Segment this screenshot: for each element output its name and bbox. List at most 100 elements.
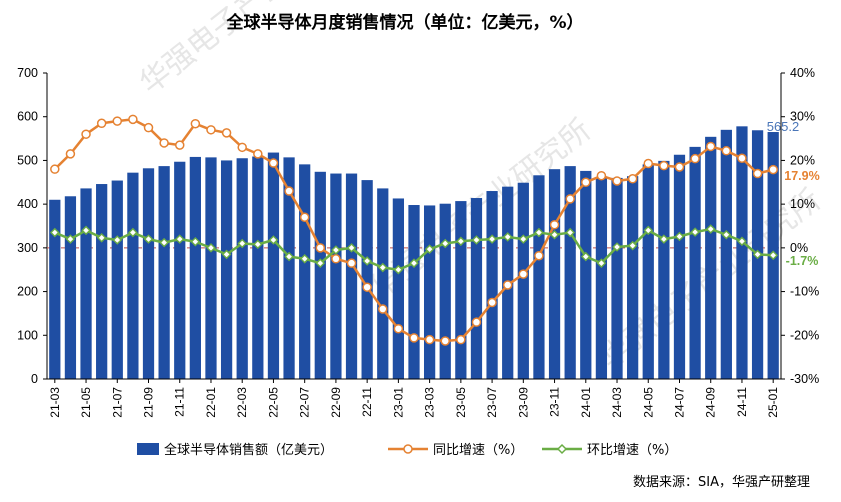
legend: 全球半导体销售额（亿美元） 同比增速（%） 环比增速（%）: [137, 442, 677, 458]
yoy-point: [471, 317, 482, 327]
sales-bar: [720, 129, 732, 379]
x-tick-label: 24-01: [579, 387, 593, 418]
yoy-point: [612, 176, 622, 186]
sales-bar: [49, 199, 61, 379]
sales-bars: [49, 126, 779, 380]
mom-point: [284, 251, 294, 262]
last-bar-label: 565.2: [767, 119, 800, 134]
sales-bar: [267, 152, 280, 379]
yoy-point: [50, 164, 60, 174]
yoy-point: [502, 280, 513, 290]
sales-bar: [80, 188, 92, 379]
mom-point: [456, 236, 466, 247]
x-tick-label: 21-11: [173, 387, 187, 417]
sales-bar: [111, 180, 123, 379]
mom-point: [315, 258, 326, 268]
yoy-point: [752, 168, 763, 179]
yoy-point: [534, 250, 544, 261]
mom-point: [643, 225, 654, 236]
yoy-point: [159, 138, 169, 148]
mom-point: [190, 236, 201, 247]
yoy-point: [659, 160, 669, 171]
yoy-point: [128, 114, 138, 125]
sales-bar: [377, 188, 389, 379]
mom-point: [471, 235, 482, 245]
mom-point: [705, 224, 716, 234]
sales-bar: [314, 171, 326, 379]
mom-point: [674, 231, 685, 242]
mom-point: [737, 236, 747, 247]
mom-point: [331, 245, 341, 255]
yoy-point: [487, 297, 497, 308]
x-tick-label: 22-03: [235, 387, 249, 418]
mom-point: [221, 249, 232, 260]
legend-yoy-label: 同比增速（%）: [433, 443, 523, 458]
left-tick-label: 100: [17, 328, 38, 342]
x-tick-label: 24-05: [641, 387, 655, 418]
yoy-point: [81, 129, 91, 139]
mom-point: [440, 238, 451, 249]
x-tick-label: 23-09: [516, 387, 530, 418]
x-tick-label: 24-07: [672, 387, 686, 418]
yoy-point: [393, 323, 404, 334]
sales-bar: [673, 154, 686, 379]
right-tick-label: 0%: [790, 241, 808, 255]
yoy-point: [174, 140, 185, 150]
yoy-point: [705, 141, 716, 152]
mom-point: [549, 229, 560, 240]
x-tick-label: 23-07: [485, 387, 499, 418]
sales-bar: [439, 203, 451, 379]
yoy-point: [565, 194, 575, 204]
yoy-point: [518, 269, 529, 279]
mom-point: [534, 227, 544, 238]
left-axis: 0 100 200 300 400 500 600 700: [17, 66, 48, 386]
yoy-point: [112, 116, 123, 126]
mom-point: [174, 234, 185, 244]
sales-bar: [220, 160, 233, 379]
yoy-point: [362, 282, 372, 292]
yoy-point: [424, 334, 435, 345]
right-tick-label: -20%: [790, 328, 819, 342]
mom-point: [112, 235, 123, 245]
sales-bar: [205, 157, 217, 379]
sales-bar: [705, 136, 717, 379]
mom-point: [487, 234, 497, 244]
x-tick-label: 23-05: [454, 387, 468, 418]
mom-point: [690, 227, 700, 237]
sales-bar: [486, 191, 498, 379]
left-tick-label: 700: [17, 66, 38, 80]
yoy-point: [737, 153, 747, 163]
sales-bar: [189, 156, 201, 379]
mom-point: [752, 249, 763, 260]
yoy-point: [456, 334, 466, 345]
sales-bar: [408, 205, 420, 379]
x-tick-label: 22-01: [204, 387, 218, 418]
mom-point: [237, 238, 248, 249]
sales-bar: [689, 146, 701, 379]
mom-point: [596, 258, 607, 268]
sales-bar: [158, 166, 170, 379]
mom-point: [518, 234, 529, 244]
yoy-growth-line: [50, 114, 778, 346]
mom-point: [128, 227, 138, 238]
mom-point: [206, 243, 216, 253]
mom-growth-line: [50, 224, 778, 275]
sales-bar: [564, 166, 576, 379]
sales-bar: [361, 180, 373, 379]
mom-point: [580, 251, 591, 262]
sales-bar: [96, 184, 108, 379]
mom-point: [721, 229, 732, 240]
data-source: 数据来源：SIA，华强产研整理: [633, 475, 810, 490]
sales-bar: [548, 169, 561, 379]
yoy-point: [96, 118, 107, 129]
right-tick-label: 30%: [790, 110, 815, 124]
mom-point: [253, 239, 263, 250]
right-tick-label: -10%: [790, 285, 819, 299]
yoy-point: [268, 158, 279, 168]
mom-point: [50, 227, 60, 238]
mom-point: [268, 235, 279, 245]
x-tick-label: 23-11: [548, 387, 562, 417]
yoy-point: [409, 333, 419, 343]
right-tick-label: 20%: [790, 153, 815, 167]
